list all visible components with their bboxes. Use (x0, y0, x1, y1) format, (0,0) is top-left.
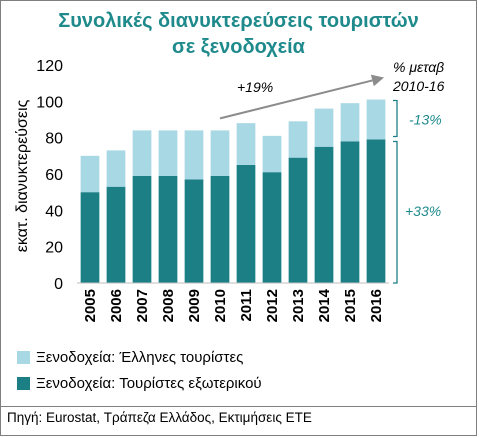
chart-title-line1: Συνολικές διανυκτερεύσεις τουριστών (58, 10, 419, 32)
bar-foreign-2012 (262, 172, 282, 283)
legend-swatch-domestic (17, 351, 30, 364)
growth-arrow (219, 74, 384, 120)
y-axis-ticks: 0 20 40 60 80 100 120 (36, 58, 63, 293)
x-tick-label: 2009 (186, 289, 203, 322)
foreign-change-label: +33% (405, 203, 441, 219)
bar-domestic-2011 (236, 123, 256, 165)
foreign-bracket (393, 140, 398, 284)
bar-domestic-2016 (366, 99, 386, 140)
bar-domestic-2009 (184, 130, 204, 180)
bar-domestic-2013 (288, 121, 308, 158)
bar-foreign-2005 (80, 192, 100, 283)
x-tick-label: 2015 (342, 289, 359, 322)
bar-foreign-2008 (158, 175, 178, 283)
x-tick-label: 2012 (264, 289, 281, 322)
source-note: Πηγή: Eurostat, Τράπεζα Ελλάδος, Εκτιμήσ… (1, 406, 476, 425)
x-tick-label: 2014 (316, 288, 333, 322)
bar-domestic-2012 (262, 135, 282, 173)
bar-domestic-2007 (132, 130, 152, 176)
bar-foreign-2009 (184, 179, 204, 283)
bar-domestic-2008 (158, 130, 178, 176)
legend-swatch-foreign (17, 377, 30, 390)
x-tick-label: 2013 (290, 289, 307, 322)
legend-label-foreign: Ξενοδοχεία: Τουρίστες εξωτερικού (36, 375, 262, 392)
legend-item-domestic: Ξενοδοχεία: Έλληνες τουρίστες (17, 349, 243, 366)
bar-domestic-2006 (106, 150, 126, 187)
bar-foreign-2016 (366, 139, 386, 283)
y-tick-label: 80 (45, 131, 63, 148)
bar-foreign-2013 (288, 157, 308, 283)
x-axis-ticks: 2005 2006 2007 2008 2009 2010 2011 2012 2013 2014… (82, 288, 385, 322)
x-tick-label: 2005 (82, 289, 99, 322)
bar-foreign-2006 (106, 186, 126, 283)
x-tick-label: 2011 (238, 289, 255, 322)
y-tick-label: 20 (45, 240, 63, 257)
x-tick-label: 2016 (368, 289, 385, 322)
domestic-change-label: -13% (409, 112, 442, 128)
x-tick-label: 2008 (160, 289, 177, 322)
bar-foreign-2010 (210, 175, 230, 283)
y-tick-label: 60 (45, 167, 63, 184)
pct-change-title-line2: 2010-16 (392, 78, 445, 94)
y-tick-label: 0 (54, 276, 63, 293)
bars-group (80, 99, 386, 283)
legend-label-domestic: Ξενοδοχεία: Έλληνες τουρίστες (36, 349, 244, 366)
growth-arrow-label: +19% (237, 79, 273, 95)
chart-title-line2: σε ξενοδοχεία (172, 36, 305, 58)
x-tick-label: 2006 (108, 289, 125, 322)
chart-canvas: 0 20 40 60 80 100 120 2005 2006 2007 2008 2009 2010… (14, 58, 445, 322)
bar-domestic-2014 (314, 108, 334, 147)
bar-foreign-2011 (236, 164, 256, 283)
y-tick-label: 100 (36, 94, 63, 111)
y-axis-label: εκατ. διανυκτερεύσεις (14, 99, 31, 252)
bar-foreign-2014 (314, 146, 334, 283)
bar-foreign-2015 (340, 141, 360, 283)
bar-foreign-2007 (132, 175, 152, 283)
x-tick-label: 2010 (212, 289, 229, 322)
domestic-bracket (393, 99, 398, 138)
y-tick-label: 120 (36, 58, 63, 75)
bar-domestic-2005 (80, 155, 100, 193)
pct-change-title-line1: % μεταβ (393, 59, 444, 75)
legend-item-foreign: Ξενοδοχεία: Τουρίστες εξωτερικού (17, 375, 262, 392)
bar-domestic-2010 (210, 130, 230, 176)
y-tick-label: 40 (45, 203, 63, 220)
bar-domestic-2015 (340, 103, 360, 142)
x-tick-label: 2007 (134, 289, 151, 322)
